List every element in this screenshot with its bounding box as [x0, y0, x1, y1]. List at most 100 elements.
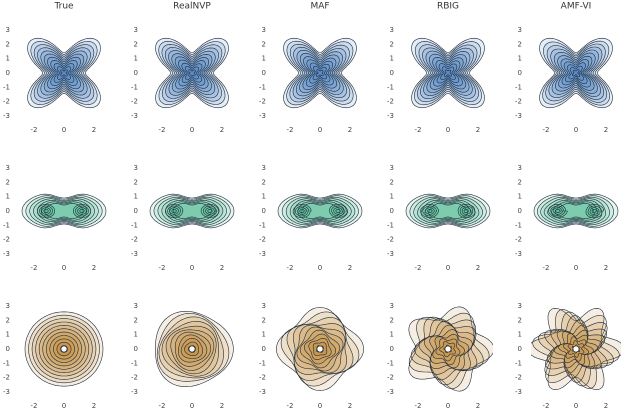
y-tick-label: -2 — [259, 374, 266, 382]
panel-title: AMF-VI — [561, 2, 592, 12]
x-tick-label: 0 — [446, 126, 450, 134]
y-tick-label: -3 — [3, 250, 10, 258]
y-tick-label: -3 — [3, 388, 10, 396]
contour-line — [178, 59, 206, 87]
contour-line — [44, 203, 84, 219]
contour-panel — [149, 193, 235, 229]
contour-panel — [405, 193, 491, 229]
y-tick-label: -3 — [515, 388, 522, 396]
contour-line — [167, 205, 217, 217]
y-tick-label: -1 — [387, 359, 394, 367]
contour-line — [286, 40, 354, 106]
y-tick-label: -2 — [515, 374, 522, 382]
x-tick-label: 0 — [318, 402, 322, 410]
contour-panel — [24, 311, 104, 387]
contour-line — [414, 41, 482, 106]
contour-center — [444, 345, 452, 353]
y-tick-label: -3 — [387, 112, 394, 120]
y-tick-label: 3 — [6, 26, 10, 34]
contour-line — [440, 66, 456, 80]
panel-title: RealNVP — [173, 2, 211, 12]
contour-panel — [154, 311, 234, 387]
y-tick-label: -1 — [131, 83, 138, 91]
y-tick-label: -3 — [3, 112, 10, 120]
contour-line — [572, 69, 581, 77]
y-tick-label: 0 — [134, 207, 138, 215]
y-tick-label: 2 — [134, 178, 138, 186]
y-tick-label: -1 — [515, 359, 522, 367]
y-tick-label: 1 — [262, 193, 266, 201]
contour-panel — [27, 37, 101, 109]
contour-line — [561, 59, 591, 88]
y-tick-label: 3 — [134, 164, 138, 172]
y-tick-label: 1 — [518, 331, 522, 339]
contour-line — [297, 207, 343, 215]
y-tick-label: -1 — [387, 83, 394, 91]
contour-panel — [21, 193, 107, 229]
contour-panel — [275, 307, 365, 391]
y-tick-label: 3 — [518, 26, 522, 34]
contour-line — [37, 47, 91, 99]
y-tick-label: -2 — [515, 236, 522, 244]
y-tick-label: 1 — [262, 331, 266, 339]
contour-line — [184, 66, 199, 80]
y-tick-label: -2 — [387, 374, 394, 382]
contour-panel — [277, 193, 363, 229]
contour-panel — [539, 37, 613, 109]
x-tick-label: -2 — [287, 402, 294, 410]
y-tick-label: -1 — [259, 359, 266, 367]
contour-line — [305, 59, 334, 87]
x-tick-label: -2 — [415, 126, 422, 134]
y-tick-label: 0 — [518, 69, 522, 77]
x-tick-label: 2 — [348, 126, 352, 134]
y-tick-label: -3 — [515, 112, 522, 120]
y-tick-label: -3 — [387, 250, 394, 258]
x-tick-label: 0 — [318, 126, 322, 134]
y-tick-label: -1 — [3, 83, 10, 91]
y-tick-label: 3 — [518, 302, 522, 310]
x-tick-label: -2 — [159, 126, 166, 134]
y-tick-label: 3 — [262, 302, 266, 310]
panel-title: MAF — [310, 2, 329, 12]
contour-line — [25, 195, 103, 227]
y-tick-label: -2 — [3, 98, 10, 106]
y-tick-label: 2 — [262, 40, 266, 48]
y-tick-label: 1 — [390, 193, 394, 201]
y-tick-label: 2 — [390, 316, 394, 324]
x-tick-label: 0 — [574, 264, 578, 272]
y-tick-label: 2 — [6, 40, 10, 48]
panel-title: RBIG — [437, 2, 459, 12]
x-tick-label: -2 — [543, 264, 550, 272]
x-tick-label: 0 — [190, 402, 194, 410]
y-tick-label: -1 — [515, 83, 522, 91]
contour-center — [60, 345, 68, 353]
contour-line — [436, 63, 460, 84]
y-tick-label: -1 — [259, 83, 266, 91]
y-tick-label: -3 — [259, 112, 266, 120]
y-tick-label: 1 — [390, 331, 394, 339]
contour-line — [422, 205, 474, 217]
contour-line — [21, 193, 107, 229]
contour-line — [173, 203, 212, 219]
contour-line — [181, 62, 203, 83]
contour-line — [40, 50, 88, 96]
y-tick-label: 0 — [134, 69, 138, 77]
x-tick-label: -2 — [287, 264, 294, 272]
contour-line — [568, 65, 584, 81]
y-tick-label: 0 — [390, 207, 394, 215]
contour-line — [550, 205, 602, 217]
y-tick-label: 2 — [6, 178, 10, 186]
y-tick-label: 2 — [134, 316, 138, 324]
contour-line — [316, 69, 324, 77]
contour-line — [299, 53, 341, 94]
y-tick-label: -1 — [131, 221, 138, 229]
y-tick-label: 1 — [262, 55, 266, 63]
contour-line — [60, 69, 68, 77]
contour-line — [30, 41, 98, 105]
y-tick-label: 2 — [390, 178, 394, 186]
contour-line — [550, 201, 599, 221]
x-tick-label: 2 — [348, 264, 352, 272]
contour-center — [188, 345, 196, 353]
